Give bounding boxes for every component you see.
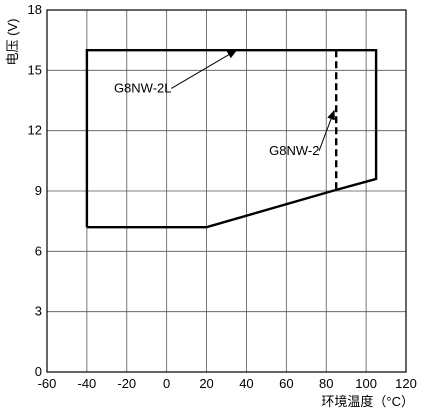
y-tick-label: 3 — [35, 304, 42, 319]
annotation-arrow — [171, 49, 238, 89]
y-tick-label: 18 — [28, 2, 42, 17]
y-tick-label: 0 — [35, 364, 42, 379]
x-tick-label: 100 — [355, 376, 377, 391]
x-tick-label: -40 — [77, 376, 96, 391]
y-tick-label: 12 — [28, 123, 42, 138]
y-axis-label: 电压 (V) — [5, 19, 20, 66]
annotation-label: G8NW-2L — [114, 80, 172, 95]
annotation-layer: G8NW-2L G8NW-2 — [114, 49, 335, 158]
x-tick-label: 120 — [395, 376, 417, 391]
y-tick-label: 6 — [35, 243, 42, 258]
x-tick-label: 80 — [319, 376, 333, 391]
x-tick-label: 40 — [239, 376, 253, 391]
y-tick-labels: 0 3 6 9 12 15 18 — [28, 2, 42, 379]
x-tick-labels: -60 -40 -20 0 20 40 60 80 100 120 — [38, 376, 417, 391]
y-tick-label: 9 — [35, 183, 42, 198]
annotation-arrow — [318, 109, 335, 151]
x-axis-label: 环境温度（°C） — [321, 394, 414, 409]
y-tick-label: 15 — [28, 62, 42, 77]
x-tick-label: 20 — [199, 376, 213, 391]
grid — [47, 10, 406, 372]
x-tick-label: -20 — [117, 376, 136, 391]
plot-frame — [46, 9, 407, 373]
series-g8nw-2l — [85, 49, 378, 229]
x-tick-label: -60 — [38, 376, 57, 391]
x-tick-label: 60 — [279, 376, 293, 391]
x-tick-label: 0 — [163, 376, 170, 391]
annotation-label: G8NW-2 — [269, 143, 319, 158]
series-layer — [85, 49, 378, 229]
